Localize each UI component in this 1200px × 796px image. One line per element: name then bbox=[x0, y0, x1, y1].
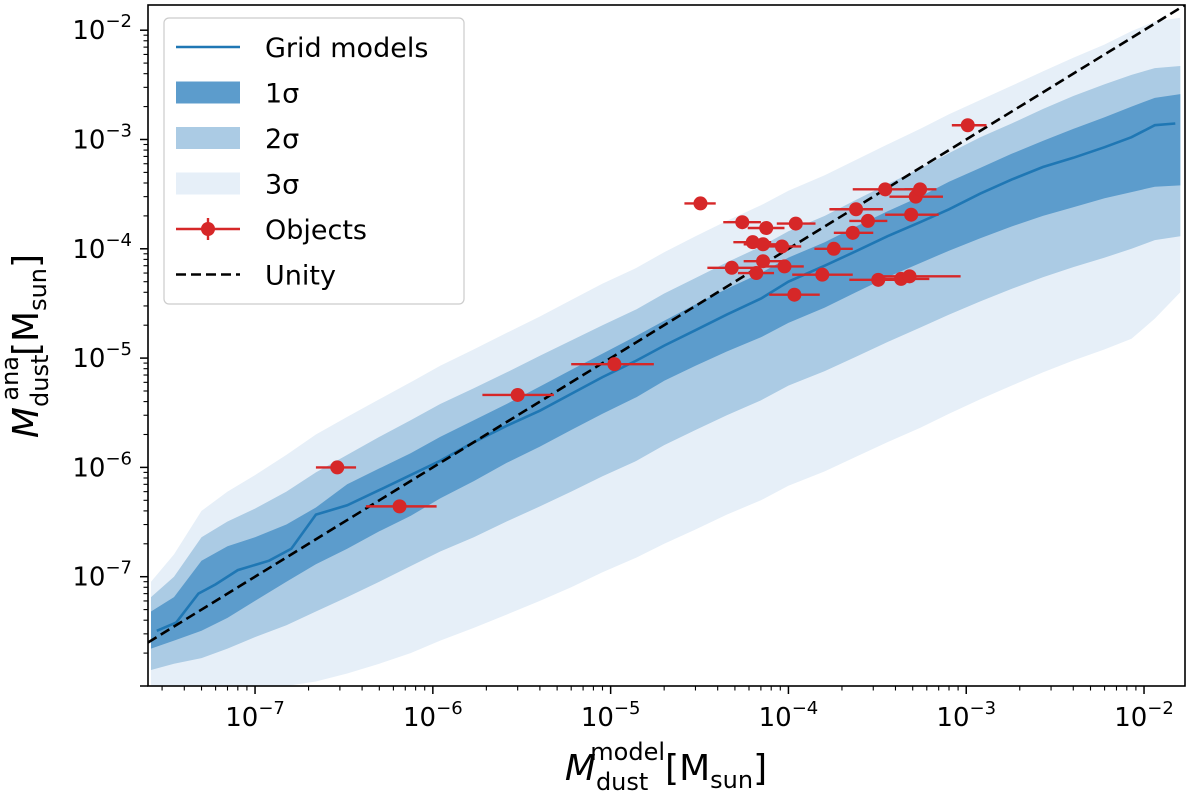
object-marker bbox=[756, 254, 771, 269]
object-point-19 bbox=[833, 225, 874, 240]
legend-swatch-marker bbox=[201, 222, 215, 236]
object-marker bbox=[607, 357, 622, 372]
legend-label: Objects bbox=[265, 215, 367, 246]
grid-models-line bbox=[156, 122, 1176, 632]
object-point-25 bbox=[873, 269, 961, 284]
legend-item-s3: 3σ bbox=[176, 170, 299, 201]
object-point-21 bbox=[849, 213, 888, 228]
object-marker bbox=[787, 287, 802, 302]
object-marker bbox=[960, 118, 975, 133]
object-marker bbox=[724, 260, 739, 275]
object-marker bbox=[860, 213, 875, 228]
object-point-15 bbox=[769, 287, 820, 302]
object-marker bbox=[878, 182, 893, 197]
object-marker bbox=[815, 267, 830, 282]
legend-label: 1σ bbox=[265, 79, 299, 110]
x-tick-label: 10−7 bbox=[225, 698, 285, 733]
y-tick-label: 10−6 bbox=[72, 448, 132, 483]
object-marker bbox=[392, 499, 407, 514]
x-axis-ticks: 10−7 10−6 10−5 10−4 10−3 10−2 bbox=[161, 686, 1174, 733]
object-point-2 bbox=[365, 499, 437, 514]
x-tick-label: 10−2 bbox=[1114, 698, 1174, 733]
y-axis-ticks: 10−7 10−6 10−5 10−4 10−3 10−2 bbox=[72, 11, 148, 687]
x-axis-label: Mdustmodel[Msun] bbox=[565, 738, 767, 796]
object-marker bbox=[845, 225, 860, 240]
object-point-11 bbox=[743, 254, 783, 269]
legend-label: Grid models bbox=[265, 33, 428, 64]
object-marker bbox=[902, 269, 917, 284]
band-1sigma bbox=[151, 94, 1181, 649]
legend-item-s1: 1σ bbox=[176, 79, 299, 110]
legend-label: 2σ bbox=[265, 124, 299, 155]
object-marker bbox=[849, 202, 864, 217]
object-point-13 bbox=[763, 239, 802, 254]
y-axis-label: Mdustana[Msun] bbox=[0, 254, 54, 438]
y-tick-label: 10−7 bbox=[72, 558, 132, 593]
object-marker bbox=[330, 460, 345, 475]
legend-swatch-band bbox=[176, 127, 240, 149]
x-tick-label: 10−6 bbox=[403, 698, 463, 733]
x-tick-label: 10−5 bbox=[581, 698, 641, 733]
legend-item-s2: 2σ bbox=[176, 124, 299, 155]
object-point-3 bbox=[482, 387, 554, 402]
legend: Grid models 1σ 2σ 3σ Objects Unity bbox=[163, 17, 465, 305]
object-marker bbox=[759, 220, 774, 235]
object-point-28 bbox=[904, 182, 937, 197]
legend-item-objects: Objects bbox=[176, 215, 367, 246]
object-marker bbox=[913, 182, 928, 197]
x-tick-label: 10−4 bbox=[759, 698, 819, 733]
legend-swatch-band bbox=[176, 172, 240, 195]
legend-label: Unity bbox=[265, 261, 336, 292]
object-marker bbox=[510, 387, 525, 402]
object-point-18 bbox=[814, 241, 853, 256]
object-point-12 bbox=[747, 220, 785, 235]
object-point-29 bbox=[951, 118, 987, 133]
object-point-26 bbox=[885, 207, 939, 222]
model-lines bbox=[148, 5, 1185, 644]
object-point-16 bbox=[776, 216, 816, 231]
object-point-20 bbox=[829, 202, 883, 217]
object-point-14 bbox=[765, 259, 804, 274]
object-marker bbox=[788, 216, 803, 231]
y-tick-label: 10−4 bbox=[72, 230, 132, 265]
object-point-9 bbox=[737, 266, 775, 281]
objects-points bbox=[315, 118, 987, 514]
unity-line bbox=[148, 5, 1185, 644]
object-point-4 bbox=[571, 357, 654, 372]
plot-frame bbox=[147, 4, 1186, 687]
object-point-17 bbox=[792, 267, 853, 282]
object-point-1 bbox=[315, 460, 357, 475]
y-tick-label: 10−5 bbox=[72, 339, 132, 374]
y-tick-label: 10−3 bbox=[72, 120, 132, 155]
object-marker bbox=[774, 239, 789, 254]
y-tick-label: 10−2 bbox=[72, 11, 132, 46]
object-point-5 bbox=[684, 196, 716, 211]
x-tick-label: 10−3 bbox=[936, 698, 996, 733]
object-point-7 bbox=[723, 215, 761, 230]
legend-label: 3σ bbox=[265, 170, 299, 201]
legend-item-unity: Unity bbox=[176, 261, 336, 292]
object-marker bbox=[735, 215, 750, 230]
object-marker bbox=[756, 237, 771, 252]
legend-swatch-band bbox=[176, 81, 240, 104]
object-marker bbox=[749, 266, 764, 281]
object-marker bbox=[693, 196, 708, 211]
object-marker bbox=[904, 207, 919, 222]
legend-item-grid: Grid models bbox=[176, 33, 428, 64]
object-marker bbox=[777, 259, 792, 274]
object-marker bbox=[826, 241, 841, 256]
object-point-6 bbox=[707, 260, 756, 275]
